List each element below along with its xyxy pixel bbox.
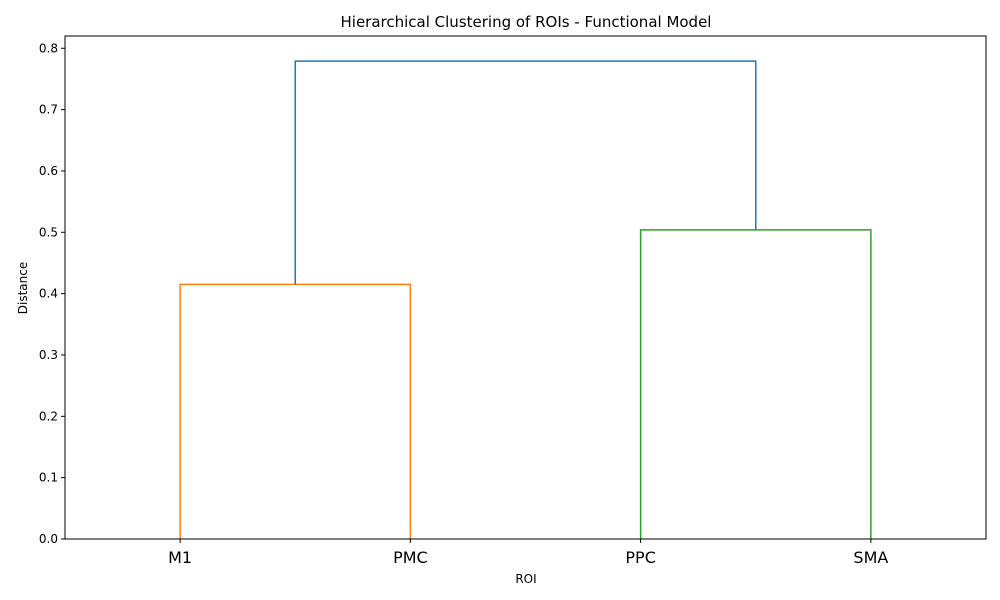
dendrogram-link-1 <box>179 283 412 539</box>
y-tick-label: 0.5 <box>39 225 58 239</box>
y-axis-title: Distance <box>16 262 30 314</box>
y-tick-label: 0.7 <box>39 103 58 117</box>
leaf-label-m1: M1 <box>168 548 192 567</box>
chart-title: Hierarchical Clustering of ROIs - Functi… <box>341 13 712 31</box>
y-tick-label: 0.0 <box>39 532 58 546</box>
leaf-label-sma: SMA <box>853 548 888 567</box>
leaf-label-ppc: PPC <box>625 548 655 567</box>
x-axis: M1 PMC PPC SMA <box>168 539 888 567</box>
x-axis-title: ROI <box>515 572 536 586</box>
y-tick-label: 0.2 <box>39 409 58 423</box>
dendrogram-link-3 <box>294 60 757 285</box>
y-tick-label: 0.4 <box>39 287 58 301</box>
y-axis: 0.0 0.1 0.2 0.3 0.4 0.5 0.6 0.7 0.8 <box>39 41 65 546</box>
y-tick-label: 0.3 <box>39 348 58 362</box>
leaf-label-pmc: PMC <box>393 548 428 567</box>
dendrogram-links <box>179 60 872 539</box>
plot-frame <box>64 35 987 540</box>
y-tick-label: 0.6 <box>39 164 58 178</box>
y-tick-label: 0.8 <box>39 41 58 55</box>
y-tick-label: 0.1 <box>39 471 58 485</box>
dendrogram-link-2 <box>639 229 872 539</box>
